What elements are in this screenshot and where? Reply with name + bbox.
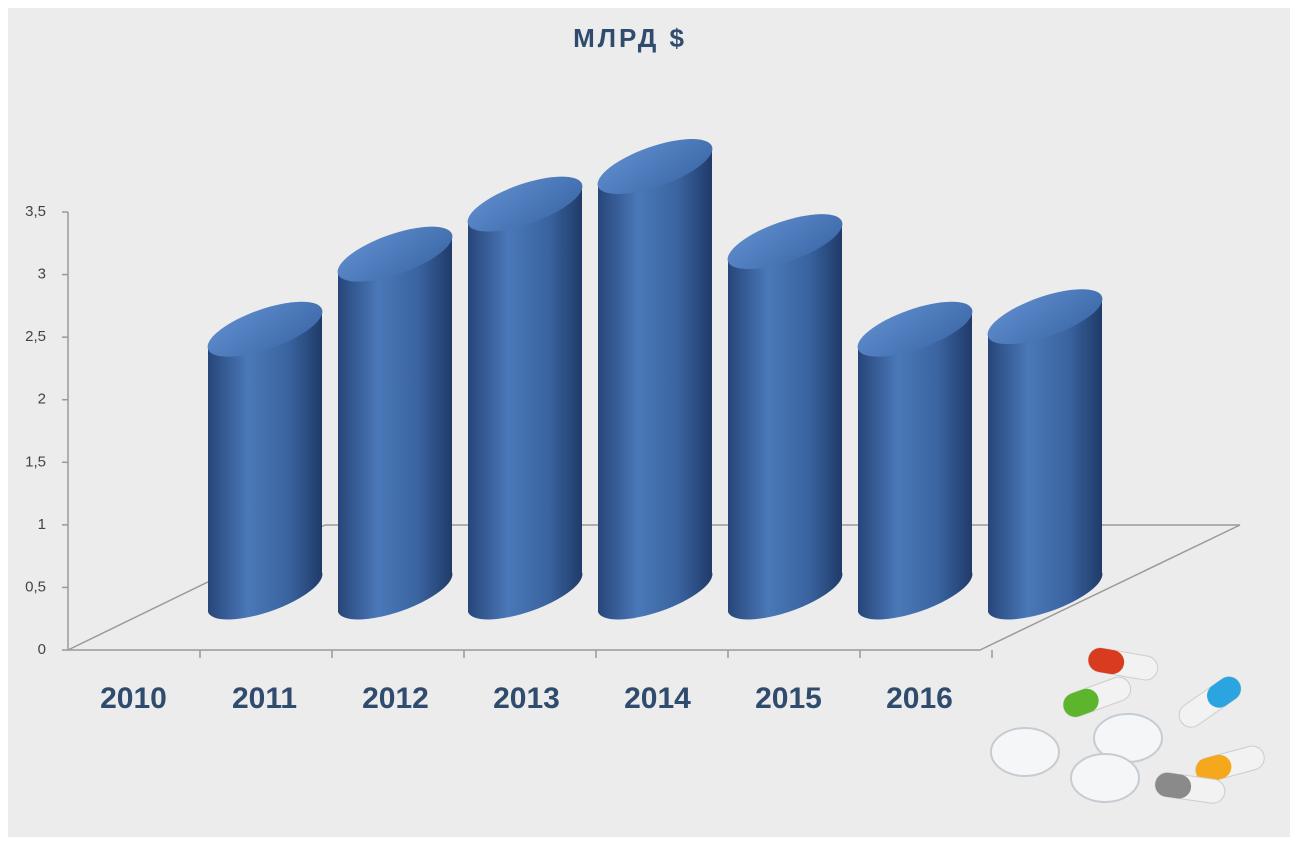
- bar: [338, 234, 453, 620]
- bar-top: [727, 214, 843, 270]
- x-tick-label: 2011: [232, 682, 297, 715]
- y-tick-label: 3,5: [25, 203, 46, 220]
- y-tick-label: 1: [38, 516, 46, 533]
- bar: [208, 309, 323, 620]
- x-tick-label: 2015: [755, 682, 822, 715]
- x-tick-label: 2014: [624, 682, 691, 715]
- x-tick-label: 2016: [886, 682, 953, 715]
- bar-top: [597, 139, 713, 194]
- x-tick-label: 2010: [100, 682, 167, 715]
- y-tick-label: 2: [38, 391, 46, 408]
- bar-top: [987, 289, 1103, 345]
- y-tick-label: 3: [38, 266, 46, 283]
- x-tick-label: 2012: [362, 682, 429, 715]
- bar-top: [207, 301, 323, 357]
- y-tick-label: 1,5: [25, 453, 46, 470]
- y-tick-label: 0: [38, 641, 46, 658]
- bar: [988, 296, 1103, 620]
- pills-decoration: [990, 647, 1265, 804]
- y-tick-label: 0,5: [25, 578, 46, 595]
- chart-title: МЛРД $: [573, 23, 687, 53]
- bar-top: [467, 176, 583, 232]
- bar: [858, 309, 973, 620]
- bar-top: [337, 226, 453, 282]
- bar: [468, 184, 583, 620]
- x-tick-label: 2013: [493, 682, 560, 715]
- y-tick-label: 2,5: [25, 328, 46, 345]
- bar: [728, 221, 843, 620]
- bar-top: [857, 301, 973, 357]
- bar: [598, 146, 713, 620]
